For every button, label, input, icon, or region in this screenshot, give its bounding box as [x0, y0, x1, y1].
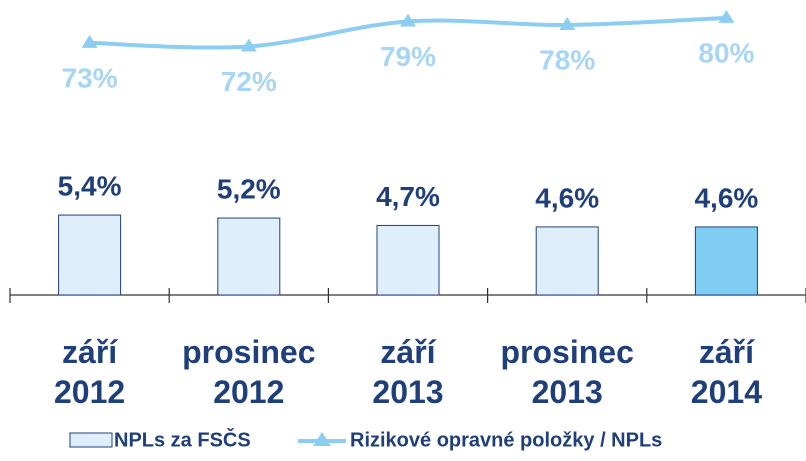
bar	[535, 226, 599, 296]
line-value-label: 78%	[539, 44, 595, 75]
line-value-label: 72%	[221, 66, 277, 97]
line-marker	[718, 9, 735, 23]
legend-label: Rizikové opravné položky / NPLs	[350, 429, 662, 451]
bar-value-label: 4,6%	[694, 182, 758, 213]
bar-value-label: 4,7%	[376, 181, 440, 212]
line-value-label: 73%	[62, 62, 118, 93]
x-tick-label: prosinec 2012	[182, 334, 316, 410]
line-marker	[240, 38, 257, 52]
line-value-label: 80%	[698, 37, 754, 68]
x-tick-label: září 2014	[690, 334, 762, 410]
legend-marker	[313, 432, 331, 446]
line-marker	[81, 34, 98, 48]
bar	[58, 214, 122, 296]
line-marker	[400, 13, 416, 27]
line-value-label: 79%	[380, 41, 436, 72]
bar-value-label: 4,6%	[535, 182, 599, 213]
x-tick-label: prosinec 2013	[500, 334, 634, 410]
x-tick-label: září 2013	[372, 334, 444, 410]
legend-swatch	[69, 432, 113, 448]
x-tick-label: září 2012	[54, 334, 126, 410]
line-marker	[559, 17, 576, 31]
bar-value-label: 5,4%	[58, 170, 122, 201]
legend-label: NPLs za FSČS	[114, 427, 251, 451]
bar	[376, 224, 440, 296]
bar	[217, 217, 281, 296]
bar	[694, 226, 758, 296]
bar-value-label: 5,2%	[217, 173, 281, 204]
